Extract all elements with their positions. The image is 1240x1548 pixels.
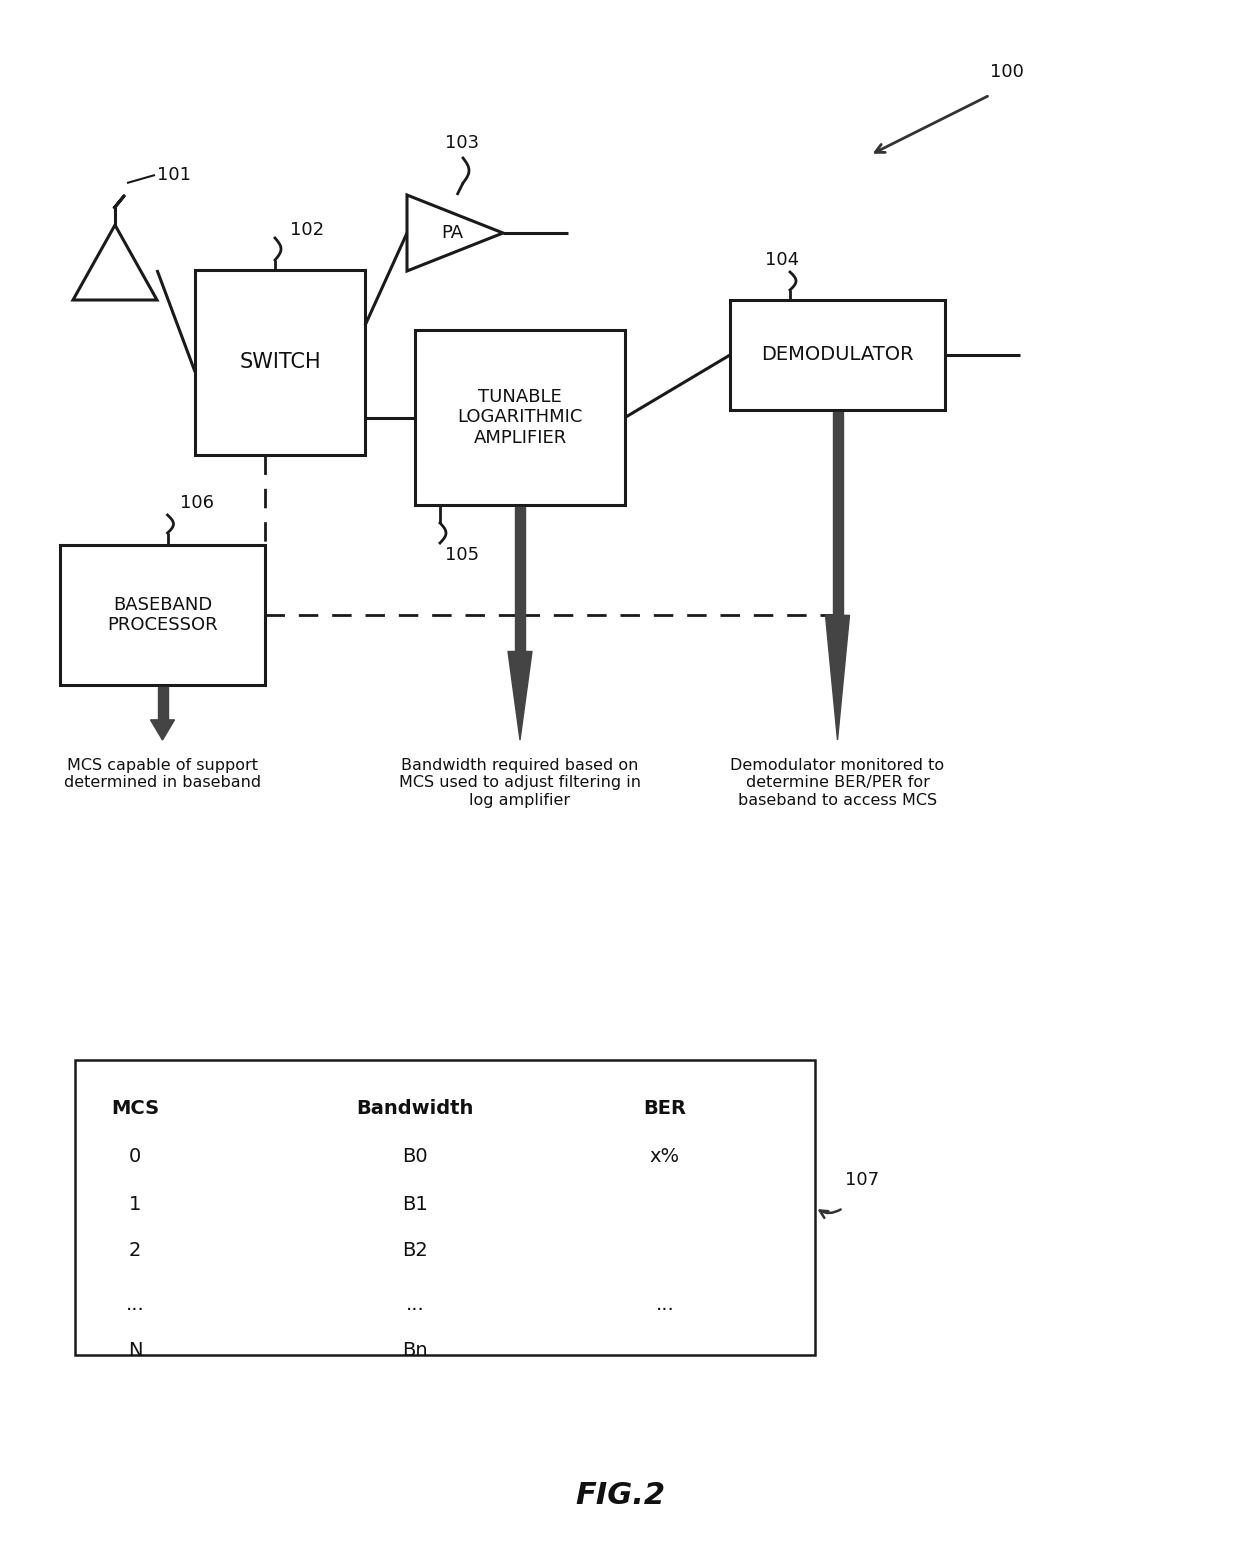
Polygon shape — [826, 616, 849, 740]
Text: Bandwidth required based on
MCS used to adjust filtering in
log amplifier: Bandwidth required based on MCS used to … — [399, 759, 641, 808]
Bar — [415, 330, 625, 505]
Text: 105: 105 — [445, 546, 479, 563]
Text: PA: PA — [441, 224, 463, 241]
Text: 106: 106 — [181, 494, 215, 512]
Text: FIG.2: FIG.2 — [575, 1480, 665, 1509]
Text: B1: B1 — [402, 1195, 428, 1214]
Text: B2: B2 — [402, 1240, 428, 1260]
Text: Bandwidth: Bandwidth — [356, 1099, 474, 1118]
Bar — [832, 412, 842, 616]
Text: N: N — [128, 1341, 143, 1359]
Polygon shape — [150, 720, 175, 740]
Text: Demodulator monitored to
determine BER/PER for
baseband to access MCS: Demodulator monitored to determine BER/P… — [730, 759, 945, 808]
Text: 104: 104 — [765, 251, 799, 269]
Text: ...: ... — [405, 1294, 424, 1314]
Text: 0: 0 — [129, 1147, 141, 1166]
Text: 103: 103 — [445, 135, 479, 152]
Bar — [157, 687, 167, 720]
Text: x%: x% — [650, 1147, 680, 1166]
Text: 2: 2 — [129, 1240, 141, 1260]
Text: 100: 100 — [990, 63, 1024, 80]
Text: B0: B0 — [402, 1147, 428, 1166]
Text: 101: 101 — [157, 166, 191, 184]
Text: 1: 1 — [129, 1195, 141, 1214]
Bar — [730, 300, 945, 410]
Text: 102: 102 — [290, 221, 324, 238]
Text: BASEBAND
PROCESSOR: BASEBAND PROCESSOR — [107, 596, 218, 635]
Text: DEMODULATOR: DEMODULATOR — [761, 345, 914, 364]
Text: ...: ... — [125, 1294, 144, 1314]
Text: SWITCH: SWITCH — [239, 353, 321, 373]
Polygon shape — [508, 652, 532, 740]
Text: BER: BER — [644, 1099, 687, 1118]
Text: MCS capable of support
determined in baseband: MCS capable of support determined in bas… — [64, 759, 262, 791]
Bar — [515, 508, 525, 652]
Bar — [195, 269, 365, 455]
Bar — [74, 1060, 815, 1354]
Text: ...: ... — [656, 1294, 675, 1314]
Text: MCS: MCS — [110, 1099, 159, 1118]
Text: 107: 107 — [844, 1170, 879, 1189]
Text: Bn: Bn — [402, 1341, 428, 1359]
Text: TUNABLE
LOGARITHMIC
AMPLIFIER: TUNABLE LOGARITHMIC AMPLIFIER — [458, 387, 583, 447]
Bar — [60, 545, 265, 686]
